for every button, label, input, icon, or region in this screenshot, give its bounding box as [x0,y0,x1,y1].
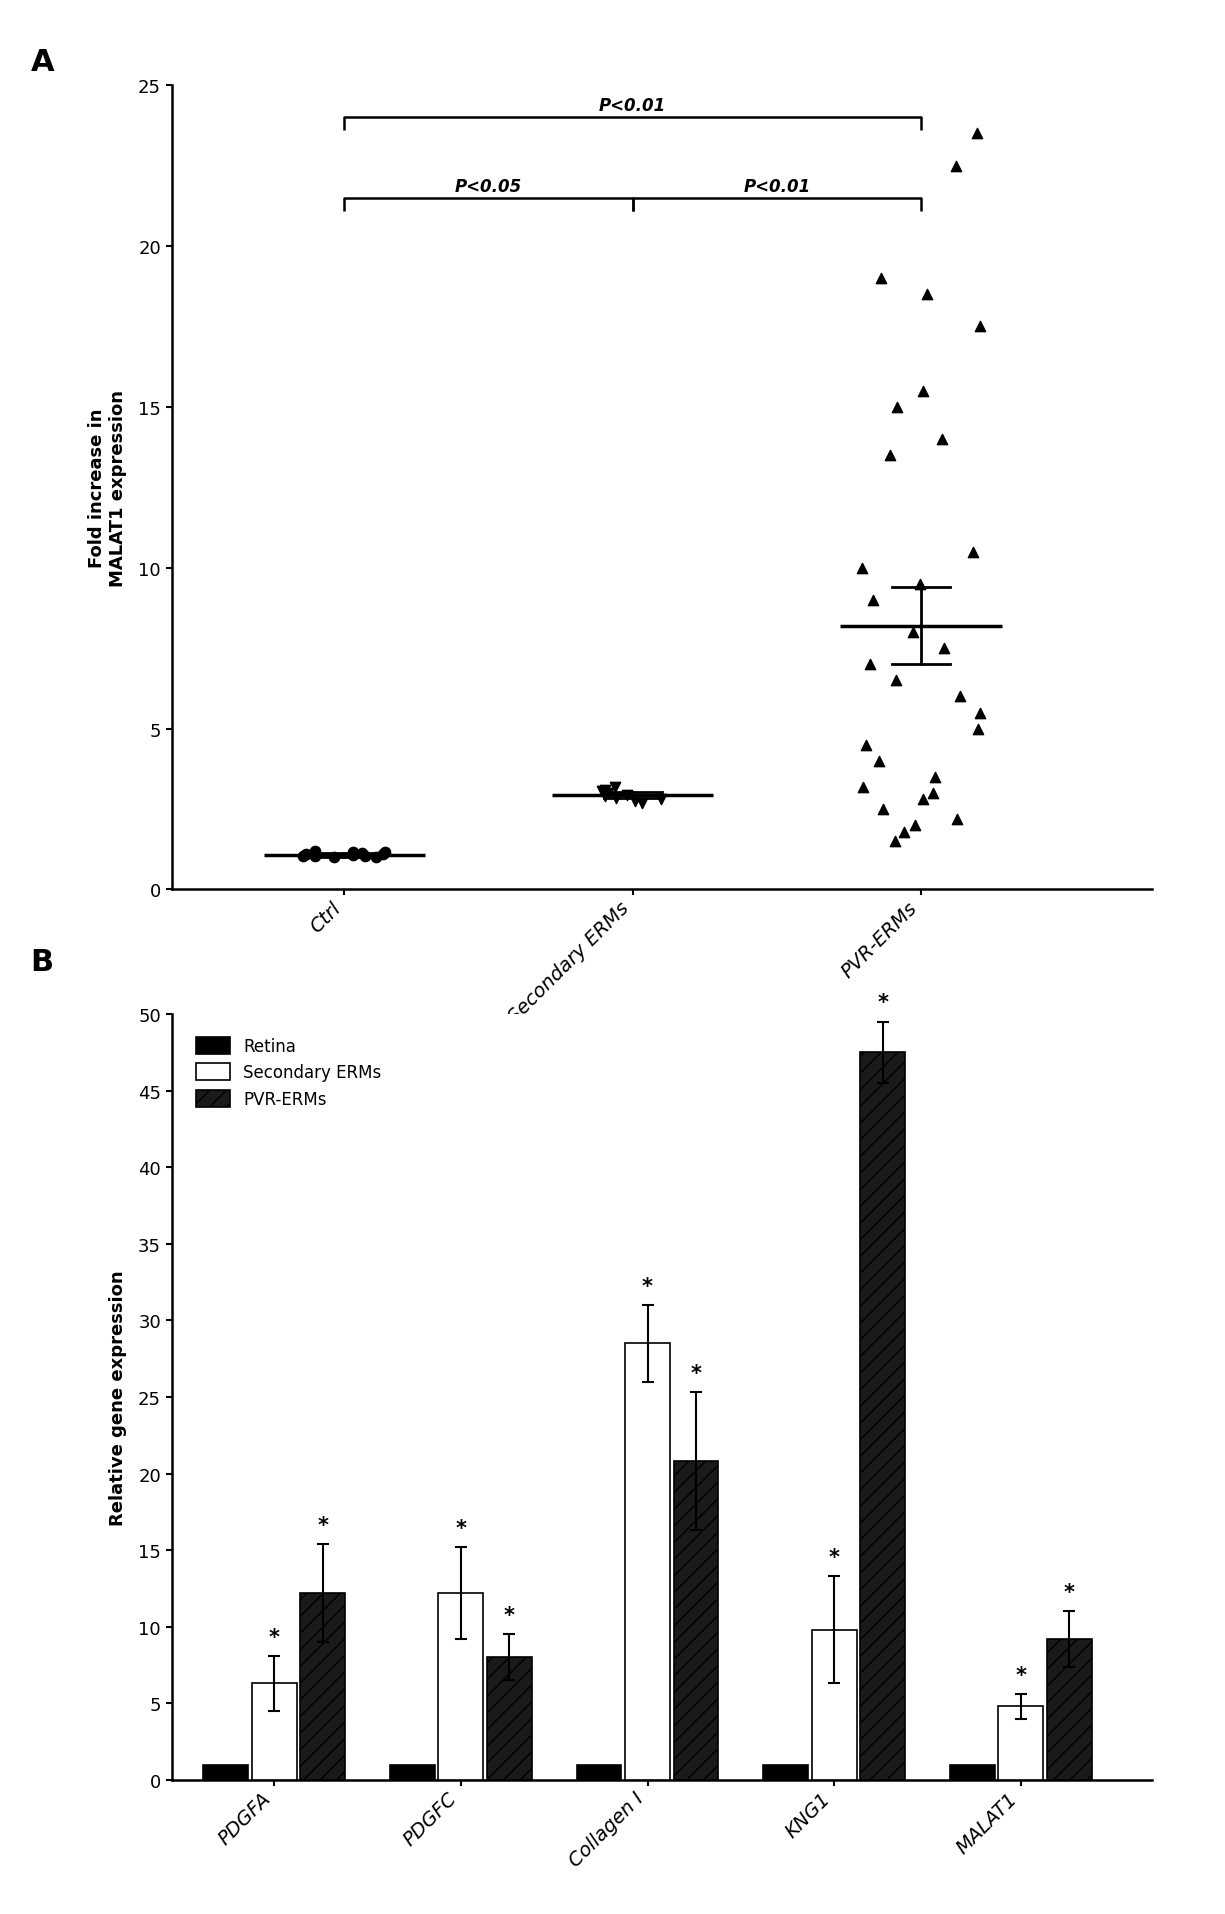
Text: *: * [317,1516,328,1535]
Point [887,392,906,423]
Point [617,779,637,810]
Point [652,785,671,815]
Point [305,840,325,871]
Point [592,777,611,808]
Point [970,312,990,343]
Text: B: B [31,947,54,976]
Point [632,789,652,819]
Point [904,618,924,649]
Text: A: A [31,48,54,77]
Point [922,779,942,810]
Point [323,842,343,873]
Point [856,729,876,760]
Legend: Retina, Secondary ERMs, PVR-ERMs: Retina, Secondary ERMs, PVR-ERMs [190,1030,388,1114]
Point [353,838,372,869]
Text: *: * [877,993,888,1013]
Point [905,810,925,840]
Point [854,771,873,802]
Text: *: * [1016,1665,1027,1684]
Point [864,586,883,616]
Point [343,840,363,871]
Bar [390,1765,435,1780]
Bar [252,1684,296,1780]
Bar [577,1765,621,1780]
Bar [674,1462,718,1780]
Point [873,794,893,825]
Point [375,836,394,867]
Point [355,840,375,871]
Point [293,842,312,873]
Bar [763,1765,808,1780]
Bar [998,1707,1044,1780]
Point [366,842,386,873]
Bar [203,1765,247,1780]
Bar [625,1344,670,1780]
Point [870,746,889,777]
Point [894,817,914,848]
Point [374,840,393,871]
Text: *: * [456,1518,467,1539]
Bar [812,1631,856,1780]
Point [918,279,937,310]
Text: *: * [828,1547,839,1568]
Point [910,568,930,599]
Point [946,151,965,182]
Bar [300,1592,345,1780]
Point [925,762,944,792]
Point [881,440,900,471]
Point [853,553,872,584]
Point [932,425,952,456]
Bar [439,1592,483,1780]
Point [305,836,325,867]
Text: *: * [1063,1583,1074,1602]
Point [887,666,906,697]
Bar [860,1053,905,1780]
Point [914,377,933,408]
Point [968,714,987,745]
Point [296,840,316,871]
Point [343,838,363,869]
Text: *: * [268,1627,279,1646]
Point [963,538,982,568]
Point [951,681,970,712]
Point [605,771,625,802]
Bar [1047,1638,1091,1780]
Point [625,787,644,817]
Bar [949,1765,995,1780]
Point [970,699,990,729]
Point [947,804,967,835]
Point [913,785,932,815]
Bar [488,1658,532,1780]
Text: *: * [691,1363,702,1384]
Point [595,781,615,812]
Point [967,119,986,149]
Point [884,827,904,857]
Point [860,649,880,679]
Point [595,775,615,806]
Point [598,779,617,810]
Text: *: * [642,1277,653,1296]
Point [871,264,891,295]
Text: *: * [503,1606,514,1625]
Text: P<0.01: P<0.01 [599,98,666,115]
Y-axis label: Fold increase in
MALAT1 expression: Fold increase in MALAT1 expression [88,390,127,586]
Point [606,783,626,813]
Text: P<0.01: P<0.01 [744,178,811,195]
Point [935,634,954,664]
Y-axis label: Relative gene expression: Relative gene expression [109,1269,127,1525]
Text: P<0.05: P<0.05 [454,178,522,195]
